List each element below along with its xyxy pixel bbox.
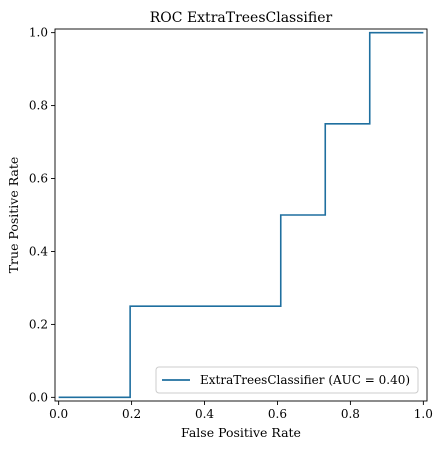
y-tick-label: 0.0: [29, 390, 48, 404]
roc-curve-line: [58, 31, 424, 399]
legend-label: ExtraTreesClassifier (AUC = 0.40): [200, 373, 410, 387]
x-tick-label: 1.0: [414, 407, 433, 421]
plot-area: [54, 28, 428, 402]
legend-box: [155, 366, 419, 394]
x-axis-label: False Positive Rate: [181, 425, 301, 440]
x-tick-label: 0.6: [268, 407, 287, 421]
y-tick-label: 0.2: [29, 317, 48, 331]
x-tick-label: 0.8: [341, 407, 360, 421]
x-tick-label: 0.2: [122, 407, 141, 421]
x-axis-ticks: 0.0 0.2 0.4 0.6 0.8 1.0: [49, 401, 433, 421]
chart-title: ROC ExtraTreesClassifier: [150, 10, 333, 26]
series-layer: [58, 31, 424, 399]
x-tick-label: 0.4: [195, 407, 214, 421]
y-tick-label: 0.6: [29, 172, 48, 186]
y-tick-label: 0.8: [29, 99, 48, 113]
y-tick-label: 0.4: [29, 244, 48, 258]
legend: ExtraTreesClassifier (AUC = 0.40): [155, 366, 419, 394]
y-tick-label: 1.0: [29, 26, 48, 40]
x-tick-label: 0.0: [49, 407, 68, 421]
y-axis-label: True Positive Rate: [6, 157, 21, 274]
y-axis-ticks: 0.0 0.2 0.4 0.6 0.8 1.0: [29, 26, 55, 404]
